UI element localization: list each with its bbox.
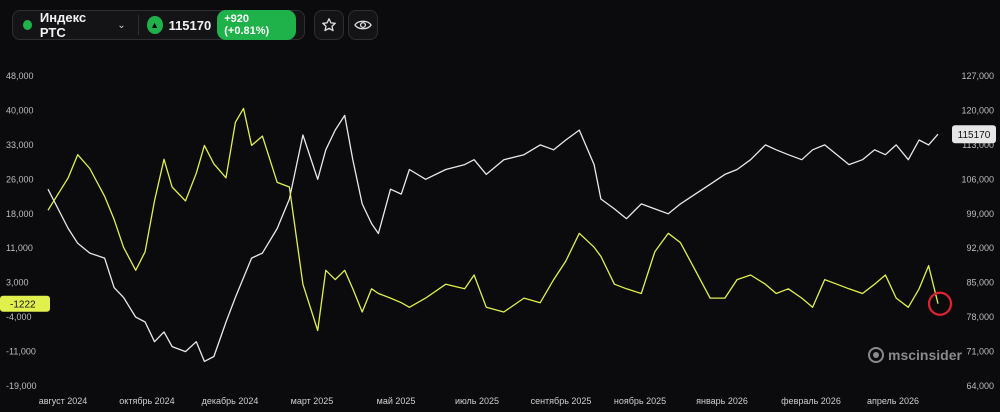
price-chart: 48,000 40,000 33,000 26,000 18,000 11,000 3,00… <box>0 71 996 406</box>
left-tick-label: 48,000 <box>6 71 34 81</box>
highlight-circle <box>927 291 953 316</box>
instrument-name: Индекс РТС <box>39 10 87 40</box>
right-tick-label: 113,000 <box>962 140 994 150</box>
toolbar: Индекс РТС ⌄ ▲ 115170 +920 (+0.81%) <box>0 0 1000 50</box>
divider <box>137 15 139 35</box>
left-tick-label: -19,000 <box>6 381 37 391</box>
last-price-text: 115170 <box>958 130 991 141</box>
x-tick-label: октябрь 2024 <box>119 396 174 406</box>
left-tick-label: 3,000 <box>6 278 29 288</box>
spread-value-badge <box>0 295 50 312</box>
chevron-down-icon[interactable]: ⌄ <box>117 19 126 31</box>
x-tick-label: апрель 2026 <box>867 396 919 406</box>
arrow-up-icon: ▲ <box>146 16 163 34</box>
last-price-badge <box>952 125 996 144</box>
left-axis: 48,000 40,000 33,000 26,000 18,000 11,000 3,00… <box>6 71 37 391</box>
watermark: mscinsider <box>868 347 962 363</box>
x-tick-label: сентябрь 2025 <box>531 396 592 406</box>
x-tick-label: ноябрь 2025 <box>614 396 666 406</box>
x-tick-label: март 2025 <box>291 396 334 406</box>
price-value: 115170 <box>168 17 212 33</box>
x-axis: август 2024 октябрь 2024 декабрь 2024 март … <box>39 396 919 406</box>
x-tick-label: декабрь 2024 <box>202 396 259 406</box>
right-tick-label: 92,000 <box>966 243 994 253</box>
eye-icon <box>354 20 372 30</box>
left-tick-label: -4,000 <box>6 312 32 322</box>
x-tick-label: февраль 2026 <box>781 396 841 406</box>
star-icon <box>322 18 336 32</box>
right-tick-label: 106,000 <box>961 174 994 184</box>
spread-value-text: -1222 <box>10 300 36 311</box>
x-tick-label: январь 2026 <box>696 396 748 406</box>
right-tick-label: 71,000 <box>966 347 994 357</box>
watermark-text: mscinsider <box>888 347 962 363</box>
left-tick-label: 18,000 <box>6 209 34 219</box>
marker-layer: 115170 -1222 <box>0 125 996 316</box>
left-tick-label: 11,000 <box>6 243 33 253</box>
series-layer <box>47 107 939 363</box>
left-tick-label: 33,000 <box>6 140 34 150</box>
right-tick-label: 99,000 <box>966 209 994 219</box>
right-tick-label: 78,000 <box>966 312 994 322</box>
right-tick-label: 64,000 <box>966 381 994 391</box>
rts-index-line <box>47 114 939 363</box>
left-tick-label: 40,000 <box>6 105 34 115</box>
x-tick-label: июль 2025 <box>455 396 499 406</box>
change-badge: +920 (+0.81%) <box>217 10 296 40</box>
left-tick-label: -11,000 <box>6 347 36 357</box>
right-tick-label: 127,000 <box>961 71 994 81</box>
watch-button[interactable] <box>348 10 378 40</box>
x-tick-label: май 2025 <box>377 396 416 406</box>
right-tick-label: 120,000 <box>961 105 994 115</box>
spread-line <box>47 107 939 332</box>
instrument-selector[interactable]: Индекс РТС ⌄ ▲ 115170 +920 (+0.81%) <box>12 10 305 40</box>
x-tick-label: август 2024 <box>39 396 88 406</box>
right-tick-label: 85,000 <box>966 278 994 288</box>
status-dot <box>23 20 32 30</box>
left-tick-label: 26,000 <box>6 174 34 184</box>
favorite-button[interactable] <box>314 10 344 40</box>
right-axis: 127,000 120,000 113,000 106,000 99,000 92,000… <box>961 71 994 391</box>
